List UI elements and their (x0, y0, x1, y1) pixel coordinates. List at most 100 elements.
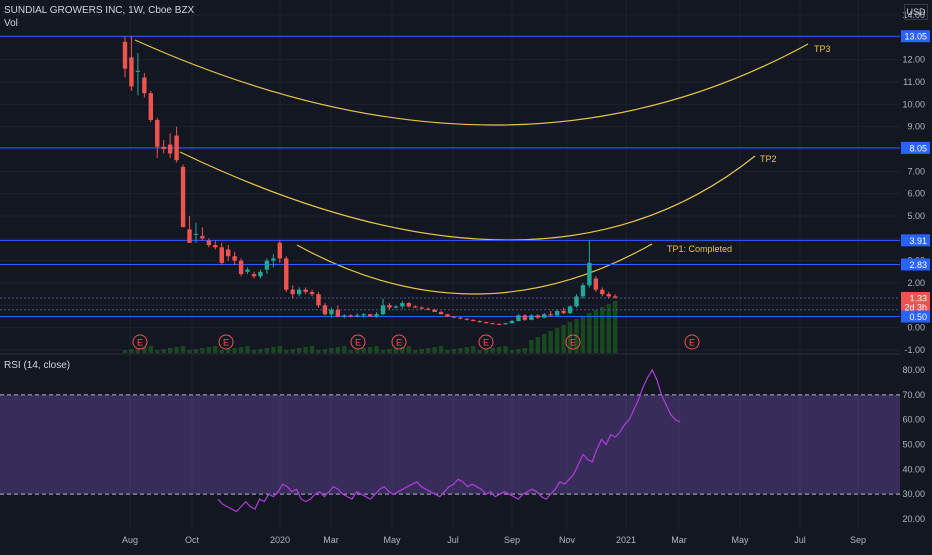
volume-bar (451, 349, 457, 353)
volume-bar (406, 346, 411, 353)
candle-body (180, 166, 186, 228)
candle-body (277, 242, 282, 259)
annotation-tp3: TP3 (814, 44, 831, 54)
time-tick-label: Aug (122, 535, 138, 545)
candle-body (600, 289, 605, 295)
volume-bars (122, 301, 618, 353)
volume-bar (561, 325, 566, 353)
volume-bar (122, 350, 128, 353)
time-tick-label: Jul (794, 535, 806, 545)
volume-bar (206, 347, 212, 353)
volume-bar (503, 346, 508, 353)
volume-bar (458, 348, 463, 353)
earnings-marker-icon (478, 334, 494, 350)
candle-body (458, 317, 463, 319)
candle-body (329, 309, 334, 315)
horizontal-levels[interactable] (0, 35, 900, 317)
annotations[interactable]: TP3 TP2 TP1: Completed (667, 44, 831, 254)
candle-body (303, 289, 308, 292)
volume-bar (477, 350, 482, 353)
price-label-text: 0.50 (909, 312, 927, 322)
volume-bar (542, 334, 547, 353)
earnings-marker-icon (132, 334, 148, 350)
volume-bar (155, 350, 160, 353)
candle-body (387, 305, 392, 308)
time-axis-bg (0, 530, 932, 550)
volume-bar (200, 348, 205, 353)
price-label-badge (901, 141, 930, 154)
candle-body (606, 294, 611, 297)
volume-bar (580, 316, 586, 353)
candle-body (367, 314, 373, 317)
volume-bar (587, 313, 592, 353)
volume-bar (471, 346, 476, 353)
volume-bar (484, 349, 489, 353)
volume-bar (245, 346, 250, 353)
volume-bar (554, 328, 560, 353)
volume-bar (213, 346, 218, 353)
candle-body (335, 309, 341, 317)
candle-body (484, 322, 489, 324)
volume-bar (226, 349, 231, 353)
rsi-label[interactable]: RSI (14, close) (4, 360, 71, 371)
time-tick-label: Nov (559, 535, 576, 545)
arc-tp3 (134, 39, 809, 126)
symbol-title[interactable]: SUNDIAL GROWERS INC, 1W, Cboe BZX (4, 5, 195, 16)
candle-body (258, 271, 263, 277)
candle-body (542, 314, 547, 318)
volume-bar (361, 348, 366, 353)
rsi-tick-label: 30.00 (902, 489, 925, 499)
candle-body (574, 296, 579, 307)
volume-bar (290, 349, 295, 353)
volume-bar (271, 347, 276, 353)
volume-bar (258, 349, 263, 353)
candle-body (316, 294, 321, 306)
candle-body (206, 240, 212, 246)
rsi-tick-label: 80.00 (902, 365, 925, 375)
candle-body (129, 57, 134, 87)
candle-body (445, 314, 450, 317)
volume-bar (309, 346, 315, 353)
candle-body (290, 289, 295, 295)
currency-label[interactable]: USD (904, 4, 928, 20)
time-tick-label: Oct (185, 535, 200, 545)
earnings-marker-icon (684, 334, 700, 350)
time-tick-label: May (731, 535, 749, 545)
price-label-badge (901, 310, 930, 323)
candle-body (477, 320, 482, 323)
candle-body (503, 323, 508, 325)
price-tick-label: 7.00 (907, 166, 925, 176)
earnings-marker-label: E (396, 338, 402, 348)
annotation-tp2: TP2 (760, 154, 777, 164)
time-tick-label: Jul (447, 535, 459, 545)
candle-body (135, 70, 141, 72)
rsi-tick-label: 70.00 (902, 390, 925, 400)
price-tick-label: 2.00 (907, 278, 925, 288)
candle-body (516, 315, 521, 321)
volume-bar (129, 349, 134, 353)
price-tick-label: 12.00 (902, 55, 925, 65)
time-tick-label: Sep (850, 535, 866, 545)
earnings-marker-label: E (483, 338, 489, 348)
volume-bar (232, 348, 237, 353)
candle-body (264, 260, 270, 270)
price-label-text: 1.33 (909, 293, 927, 303)
candle-body (148, 93, 153, 120)
candle-body (451, 316, 457, 318)
candle-body (374, 314, 379, 317)
price-tick-label: -1.00 (904, 345, 925, 355)
candle-body (522, 315, 528, 320)
rsi-tick-label: 40.00 (902, 464, 925, 474)
volume-bar (316, 350, 321, 353)
candle-body (464, 318, 470, 320)
volume-bar (142, 347, 147, 353)
candle-body (251, 274, 257, 277)
candle-body (548, 314, 553, 316)
price-label-text: 2d 3h (904, 303, 927, 313)
candle-body (593, 278, 599, 290)
arc-drawings[interactable] (134, 39, 809, 295)
candle-body (529, 315, 534, 320)
